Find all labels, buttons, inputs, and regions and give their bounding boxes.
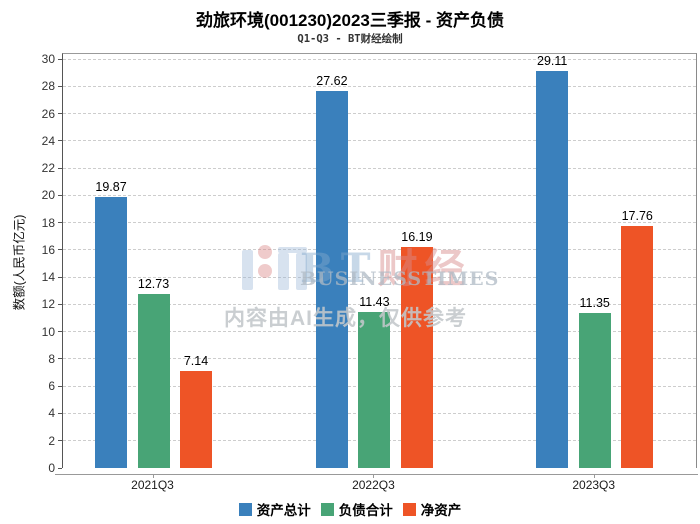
bar-value-净资产-2022Q3: 16.19 [401,230,433,245]
legend-swatch-负债合计 [320,502,334,516]
chart-title: 劲旅环境(001230)2023三季报 - 资产负债 [196,11,504,30]
gridline-y-24 [63,140,696,142]
y-tick-label-28: 28 [41,79,55,94]
bar-资产总计-2022Q3 [315,91,348,468]
y-tick-14 [58,276,62,278]
legend-label-净资产: 净资产 [420,503,462,518]
y-tick-label-22: 22 [41,161,55,176]
y-tick-26 [58,113,62,115]
legend-swatch-净资产 [402,502,416,516]
x-tick-2021Q3 [152,474,154,478]
chart-subtitle: Q1-Q3 - BT财经绘制 [297,33,403,45]
bar-value-资产总计-2023Q3: 29.11 [537,54,568,69]
x-tick-2022Q3 [373,474,375,478]
y-tick-4 [58,412,62,414]
bar-value-净资产-2023Q3: 17.76 [621,208,653,223]
gridline-y-20 [63,194,696,196]
legend-label-资产总计: 资产总计 [256,503,311,518]
bar-负债合计-2022Q3 [358,312,391,468]
x-tick-2023Q3 [593,474,595,478]
y-tick-label-2: 2 [48,433,55,448]
bar-净资产-2022Q3 [400,247,433,468]
gridline-y-28 [63,85,696,87]
y-tick-label-16: 16 [41,242,55,257]
y-tick-18 [58,222,62,224]
y-tick-label-0: 0 [48,461,55,475]
bar-净资产-2023Q3 [621,225,654,468]
y-tick-22 [58,167,62,169]
gridline-y-16 [63,249,696,251]
x-axis-line [55,474,698,475]
x-tick-label-2022Q3: 2022Q3 [352,478,395,492]
y-tick-2 [58,440,62,442]
bar-value-资产总计-2022Q3: 27.62 [316,74,348,89]
bar-资产总计-2023Q3 [536,71,569,468]
y-tick-label-8: 8 [48,351,55,366]
x-tick-label-2023Q3: 2023Q3 [572,478,616,492]
y-tick-24 [58,140,62,142]
bar-value-负债合计-2023Q3: 11.35 [579,296,610,311]
y-tick-20 [58,194,62,196]
gridline-y-30 [63,58,696,60]
bar-负债合计-2023Q3 [578,313,611,468]
y-tick-label-26: 26 [41,106,55,121]
y-tick-16 [58,249,62,251]
y-tick-label-20: 20 [41,188,55,203]
y-tick-label-12: 12 [41,297,55,312]
gridline-y-18 [63,222,696,224]
legend-item-净资产: 净资产 [402,499,462,519]
bar-负债合计-2021Q3 [137,294,170,468]
plot-scale: 0 2 4 6 8 10 12 14 16 18 20 22 24 26 28 30 19.87 12.73 7.1… [42,52,696,475]
bar-value-负债合计-2021Q3: 12.73 [137,277,170,292]
bar-净资产-2021Q3 [180,370,213,468]
y-tick-label-10: 10 [41,324,55,339]
gridline-y-14 [63,276,696,278]
y-tick-label-18: 18 [41,215,55,230]
gridline-y-26 [63,113,696,115]
x-tick-label-2021Q3: 2021Q3 [131,478,174,492]
y-tick-30 [58,58,62,60]
y-tick-label-14: 14 [41,270,55,285]
y-tick-12 [58,303,62,305]
y-tick-label-6: 6 [48,379,55,394]
plot-area: 0 2 4 6 8 10 12 14 16 18 20 22 24 26 28 30 19.87 12.73 7.1… [42,52,697,475]
bar-资产总计-2021Q3 [95,197,128,468]
gridline-y-22 [63,167,696,169]
y-tick-10 [58,331,62,333]
y-tick-label-30: 30 [41,52,55,66]
legend-label-负债合计: 负债合计 [338,503,393,518]
bar-value-资产总计-2021Q3: 19.87 [95,180,127,195]
y-tick-0 [58,467,62,469]
legend-item-负债合计: 负债合计 [320,499,393,519]
y-tick-label-24: 24 [41,133,55,148]
y-tick-6 [58,385,62,387]
legend: 资产总计 负债合计 净资产 [0,499,700,519]
gridline-y-12 [63,303,696,305]
bar-value-净资产-2021Q3: 7.14 [183,353,209,368]
bar-value-负债合计-2022Q3: 11.43 [359,295,390,310]
legend-swatch-资产总计 [238,502,252,516]
y-tick-label-4: 4 [48,406,55,421]
y-tick-8 [58,358,62,360]
y-tick-28 [58,85,62,87]
legend-item-资产总计: 资产总计 [238,499,311,519]
